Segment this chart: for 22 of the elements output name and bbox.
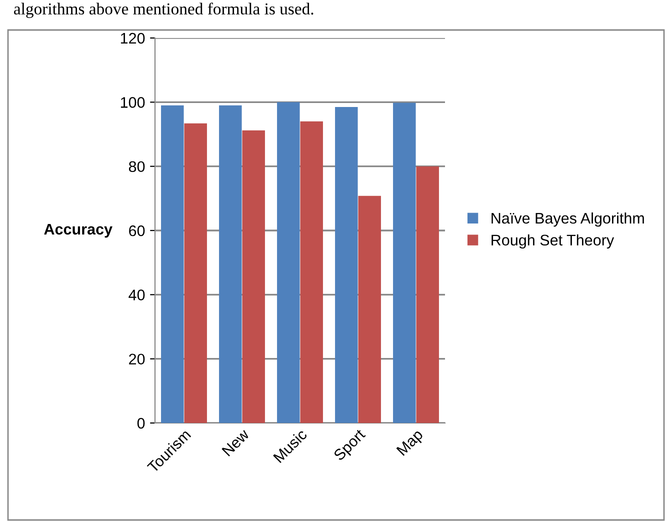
y-tick-label: 100: [120, 97, 145, 108]
y-tick-label: 0: [137, 418, 145, 429]
y-tick-label: 80: [128, 161, 145, 172]
legend-label: Naïve Bayes Algorithm: [492, 212, 644, 227]
legend-label: Rough Set Theory: [492, 234, 614, 249]
bar: [416, 166, 439, 423]
bar: [300, 121, 323, 423]
text: algorithms above mentioned formula is used.: [14, 2, 314, 18]
bar: [219, 105, 242, 423]
y-tick-label: 40: [128, 290, 145, 300]
y-tick-label: 120: [120, 32, 145, 44]
bar: [335, 106, 358, 423]
bar: [184, 123, 207, 423]
bar: [277, 102, 300, 423]
y-tick-label: 20: [129, 354, 145, 365]
x-tick-label: Map: [396, 428, 426, 458]
bar: [242, 130, 265, 423]
bar: [393, 102, 416, 423]
bar: [161, 105, 184, 423]
bar: [358, 196, 381, 423]
y-axis-title: Accuracy: [44, 224, 112, 238]
y-tick-label: 60: [129, 225, 145, 236]
